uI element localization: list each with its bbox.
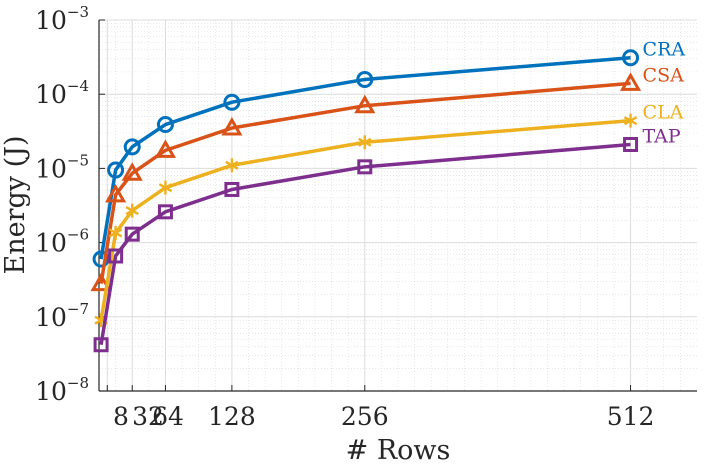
series-line: [99, 81, 631, 284]
data-point: [619, 72, 642, 91]
data-point: [358, 135, 372, 150]
y-tick-label: 10−4: [35, 77, 89, 109]
series-line: [99, 142, 631, 346]
asterisk-stroke: [158, 183, 173, 193]
data-point: [125, 203, 139, 218]
series-cra: CRA: [92, 39, 686, 268]
data-point: [93, 337, 109, 353]
x-axis-label: # Rows: [346, 435, 451, 466]
data-point: [123, 138, 141, 156]
y-axis-label: Energy (J): [0, 136, 31, 275]
data-point: [224, 181, 240, 197]
y-tick-label: 10−6: [35, 226, 89, 258]
data-point: [124, 226, 140, 242]
major-grid: [99, 19, 697, 392]
y-tick-label: 10−5: [35, 151, 89, 183]
asterisk-stroke: [108, 228, 123, 238]
asterisk-stroke: [225, 160, 239, 170]
axes: [98, 19, 697, 392]
data-point: [154, 139, 177, 158]
data-point: [157, 204, 173, 220]
data-point: [121, 162, 143, 181]
y-tick-label: 10−3: [35, 3, 89, 35]
x-tick-label: 512: [607, 402, 655, 431]
series-csa: CSA: [90, 64, 685, 292]
x-tick-label: 8: [113, 402, 129, 431]
data-point: [108, 248, 124, 264]
data-point: [356, 70, 374, 88]
asterisk-stroke: [125, 206, 139, 216]
asterisk-stroke: [358, 137, 372, 147]
series-label: TAP: [643, 125, 681, 147]
series-label: CRA: [643, 39, 686, 61]
series-cla: CLA: [94, 102, 684, 328]
data-point: [158, 180, 173, 195]
x-tick-label: 32: [132, 402, 164, 431]
data-point: [90, 272, 112, 292]
data-point: [223, 93, 241, 111]
series-line: [99, 55, 631, 260]
x-tick-label: 64: [152, 402, 184, 431]
y-tick-label: 10−8: [35, 374, 89, 406]
data-point: [107, 161, 125, 179]
data-point: [357, 159, 373, 175]
data-point: [221, 117, 243, 136]
data-point: [105, 183, 127, 203]
series-label: CSA: [643, 64, 685, 86]
asterisk-stroke: [623, 116, 638, 126]
y-tick-label: 10−7: [35, 300, 89, 332]
data-point: [92, 250, 110, 268]
data-point: [623, 136, 639, 152]
x-tick-label: 128: [208, 402, 256, 431]
data-point: [108, 225, 123, 240]
series-label: CLA: [643, 102, 684, 124]
data-point: [225, 158, 239, 173]
series-tap: TAP: [93, 125, 681, 353]
x-tick-label: 256: [341, 402, 389, 431]
data-point: [622, 49, 640, 67]
data-point: [623, 113, 638, 128]
minor-grid: [99, 20, 697, 391]
data-point: [354, 94, 376, 114]
data-point: [156, 116, 174, 134]
